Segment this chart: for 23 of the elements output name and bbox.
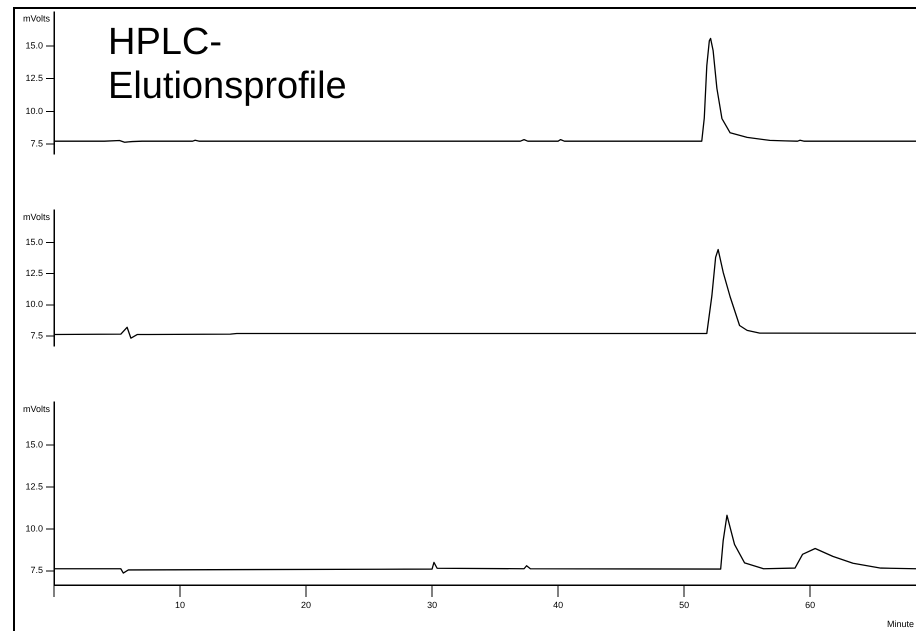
y-tick-label: 7.5 — [30, 330, 43, 340]
x-axis-title: Minute — [886, 618, 914, 629]
y-axis-title: mVolts — [22, 404, 50, 414]
y-axis-title: mVolts — [22, 13, 50, 24]
y-tick-label: 12.5 — [25, 268, 43, 278]
y-tick-label: 10.0 — [25, 299, 43, 310]
y-tick-label: 12.5 — [25, 73, 43, 84]
y-axis-title: mVolts — [22, 212, 50, 222]
y-tick-label: 7.5 — [30, 565, 43, 576]
x-tick-label: 30 — [427, 600, 438, 610]
text: HPLC-Elutionsprofile — [108, 20, 348, 108]
y-tick-label: 10.0 — [25, 523, 43, 534]
y-tick-label: 7.5 — [30, 138, 43, 149]
y-tick-label: 12.5 — [25, 481, 43, 492]
y-tick-label: 15.0 — [25, 440, 43, 450]
x-tick-label: 20 — [301, 600, 312, 610]
y-tick-label: 15.0 — [25, 236, 43, 247]
x-tick-label: 60 — [805, 600, 816, 610]
x-tick-label: 40 — [553, 600, 564, 610]
y-tick-label: 10.0 — [25, 106, 43, 116]
x-tick-label: 10 — [175, 600, 186, 610]
y-tick-label: 15.0 — [25, 40, 43, 51]
x-tick-label: 50 — [679, 600, 690, 610]
